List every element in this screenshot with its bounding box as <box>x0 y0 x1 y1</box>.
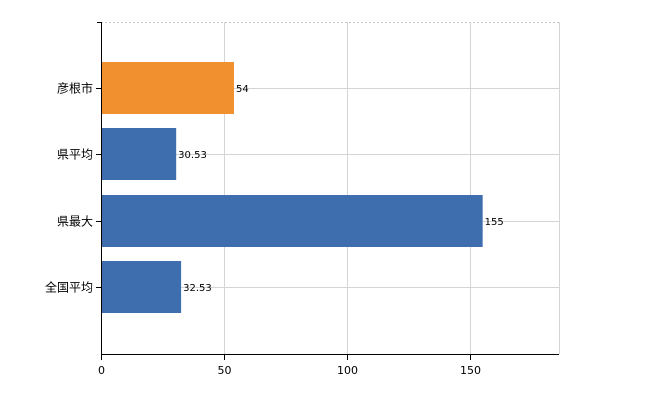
data-label-4: 32.53 <box>183 283 212 294</box>
x-tick-label-2: 50 <box>218 364 232 377</box>
bar-1 <box>101 62 234 114</box>
bars-layer <box>101 62 483 313</box>
category-label-4: 全国平均 <box>45 280 93 295</box>
data-label-1: 54 <box>236 84 249 95</box>
category-label-3: 県最大 <box>57 215 93 229</box>
bar-4 <box>101 261 182 313</box>
axes-layer <box>96 22 559 360</box>
category-label-2: 県平均 <box>57 148 93 162</box>
data-label-3: 155 <box>485 217 504 228</box>
x-tick-label-3: 100 <box>337 364 358 377</box>
labels-layer: 54 彦根市 30.53 県平均 155 県最大 32.53 全国平均 0 50 100 150 <box>45 81 504 378</box>
bar-3 <box>101 195 483 247</box>
bar-2 <box>101 128 177 180</box>
category-label-1: 彦根市 <box>57 81 93 96</box>
data-label-2: 30.53 <box>178 150 207 161</box>
x-tick-label-1: 0 <box>98 364 105 377</box>
x-tick-label-4: 150 <box>460 364 481 377</box>
